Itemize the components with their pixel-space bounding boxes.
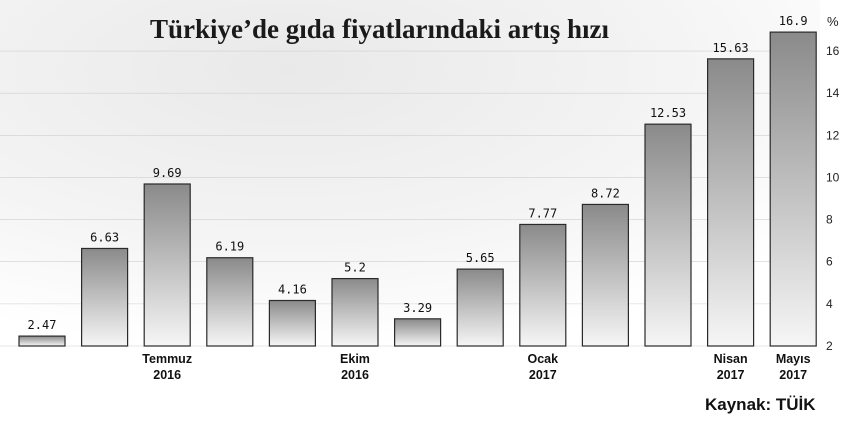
bar-value-label: 8.72 (591, 186, 620, 200)
value-labels-group: 2.47 6.63 9.69 6.19 4.16 5.2 3.29 5.65 7.77 8.72 1… (28, 14, 808, 332)
bar-value-label: 12.53 (650, 106, 686, 120)
y-axis-unit: % (827, 14, 839, 29)
y-tick-label: 14 (826, 86, 840, 100)
x-tick-label: Mayıs (776, 352, 811, 366)
bar (331, 277, 379, 347)
x-tick-label: 2016 (153, 368, 181, 382)
bar (769, 31, 817, 347)
y-tick-label: 6 (826, 255, 833, 269)
bar (143, 183, 191, 347)
bars-group (18, 31, 817, 347)
x-tick-label: 2016 (341, 368, 369, 382)
bar-value-label: 5.2 (344, 261, 366, 275)
y-tick-label: 4 (826, 297, 833, 311)
bar (206, 257, 254, 347)
x-tick-label: 2017 (717, 368, 745, 382)
x-tick-label: Temmuz (142, 352, 192, 366)
bar-value-label: 6.63 (90, 230, 119, 244)
bar (18, 335, 66, 347)
y-tick-label: 10 (826, 170, 840, 184)
bar (581, 203, 630, 347)
bar-value-label: 4.16 (278, 282, 307, 296)
bar-value-label: 9.69 (153, 166, 182, 180)
bar-value-label: 3.29 (403, 301, 432, 315)
source-credit: Kaynak: TÜİK (705, 395, 816, 414)
bar-value-label: 15.63 (713, 41, 749, 55)
bar-value-label: 6.19 (215, 240, 244, 254)
bar-value-label: 2.47 (28, 318, 57, 332)
y-tick-label: 2 (826, 339, 833, 353)
x-tick-label: Ekim (340, 352, 370, 366)
bar-value-label: 16.9 (779, 14, 808, 28)
bar-value-label: 7.77 (528, 206, 557, 220)
x-tick-label: Ocak (528, 352, 559, 366)
x-tick-label: 2017 (779, 368, 807, 382)
bar (644, 123, 692, 347)
x-tick-label: Nisan (714, 352, 748, 366)
bar (519, 223, 567, 347)
chart-title: Türkiye’de gıda fiyatlarındaki artış hız… (150, 14, 610, 44)
x-axis-labels: Temmuz 2016 Ekim 2016 Ocak 2017 Nisan 2017 Mayıs… (142, 352, 810, 382)
x-tick-label: 2017 (529, 368, 557, 382)
grid-lines (0, 50, 812, 347)
y-tick-label: 16 (826, 44, 840, 58)
bar (456, 268, 504, 347)
bar (268, 299, 316, 347)
bar (80, 247, 129, 347)
bar (394, 318, 442, 347)
bar (706, 58, 755, 347)
y-axis-ticks: 2 4 6 8 10 12 14 16 (826, 44, 840, 353)
y-tick-label: 12 (826, 128, 840, 142)
bar-value-label: 5.65 (466, 251, 495, 265)
y-tick-label: 8 (826, 213, 833, 227)
